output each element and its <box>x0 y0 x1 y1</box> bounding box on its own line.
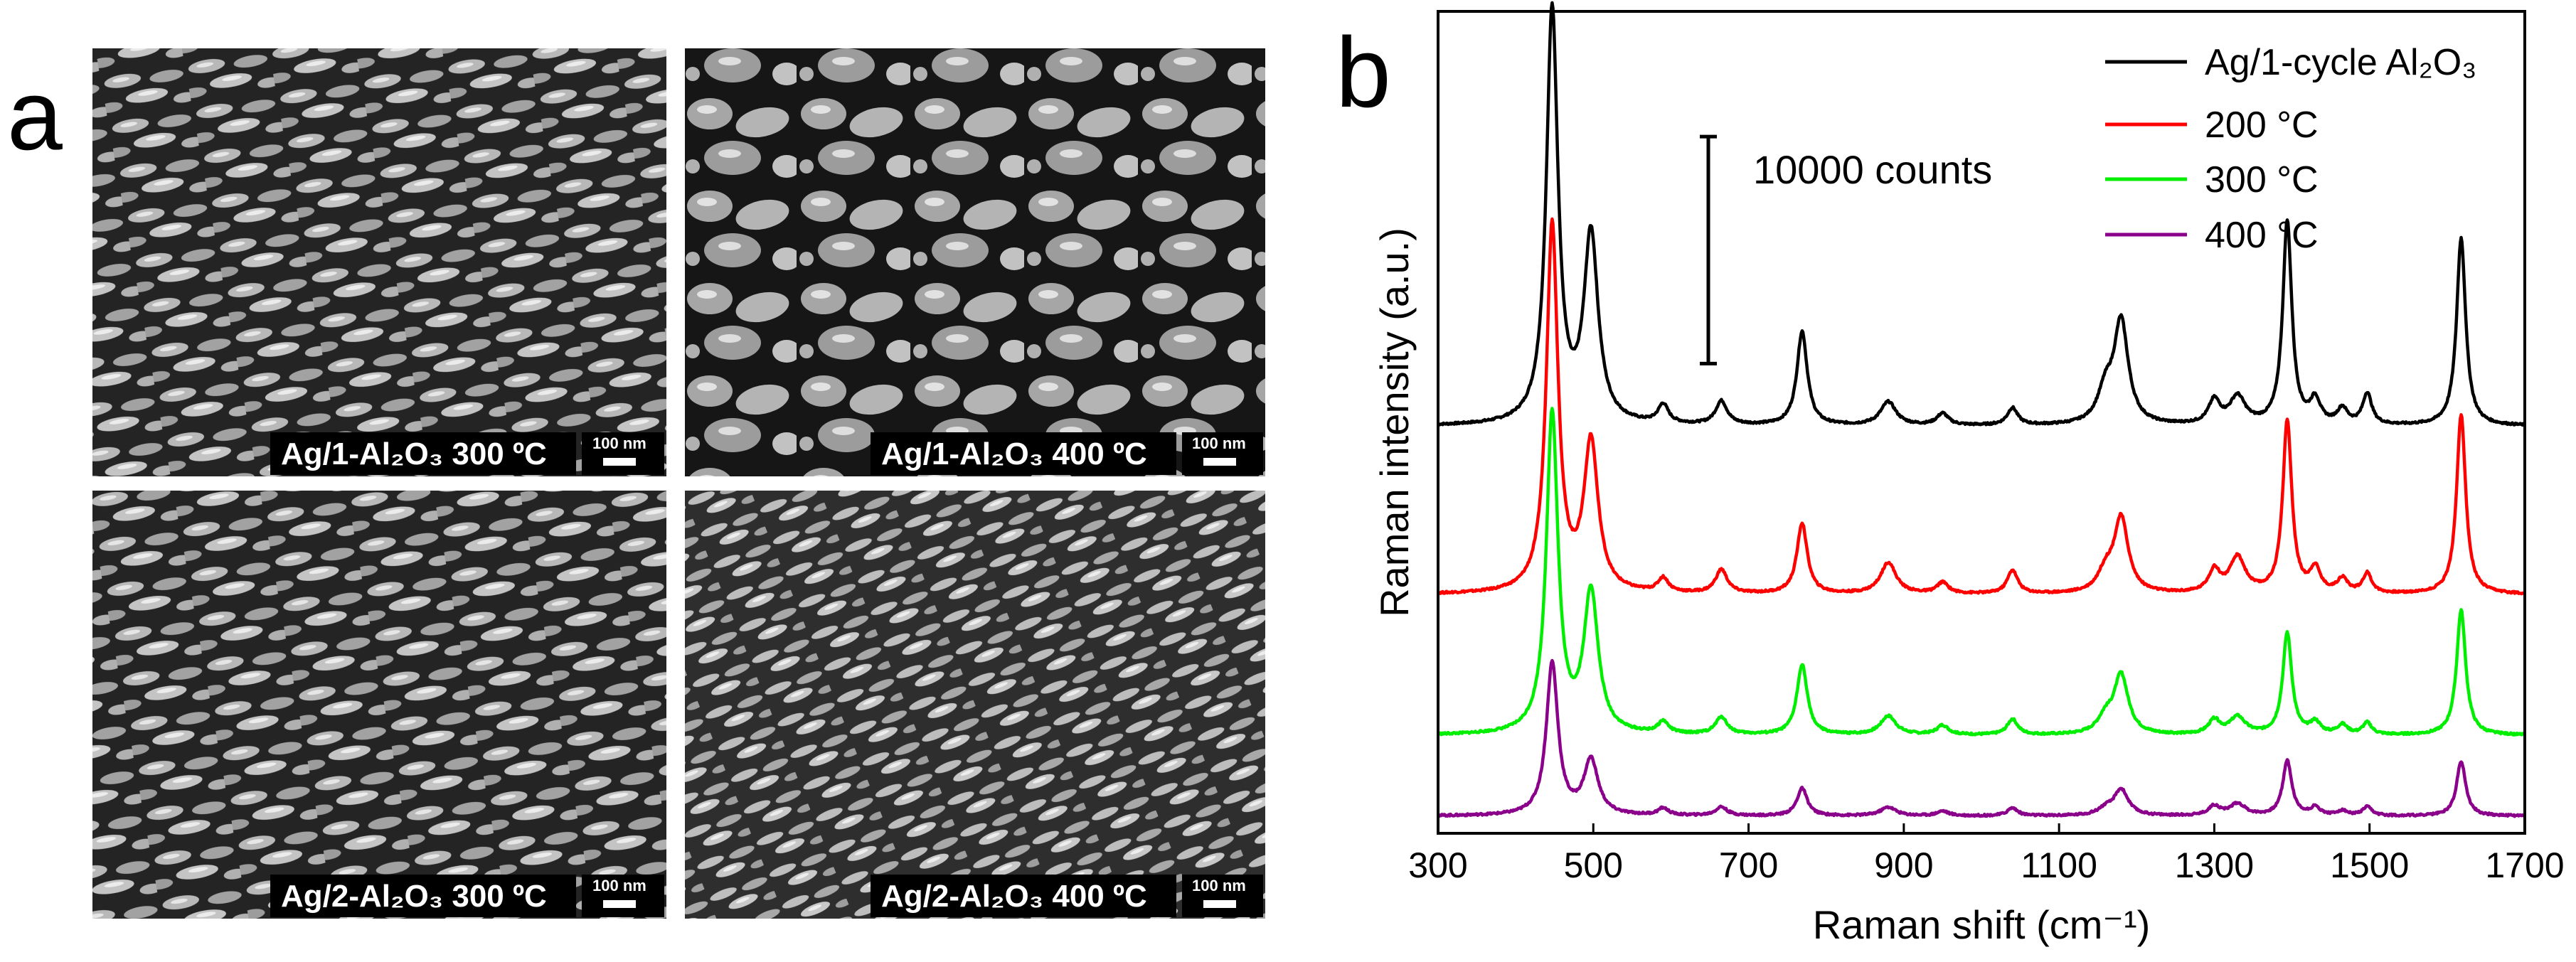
x-tick-label: 500 <box>1564 845 1623 885</box>
series-line-2 <box>1437 217 2526 596</box>
sem-scale-box-2 <box>1182 432 1263 475</box>
sem-caption-box-1 <box>270 432 576 475</box>
scale-bar-label: 10000 counts <box>1753 147 1992 192</box>
plot-frame <box>1437 10 2526 835</box>
legend-label-2: 200 °C <box>2205 105 2319 146</box>
x-tick-label: 300 <box>1408 845 1467 885</box>
sem-caption-2: Ag/1-Al₂O₃ 400 ºC <box>881 437 1147 471</box>
x-tick-label: 1300 <box>2175 845 2254 885</box>
sem-image-4: Ag/2-Al₂O₃ 400 ºC 100 nm <box>685 491 1265 919</box>
x-tick-label: 900 <box>1874 845 1933 885</box>
sem-scale-label-4: 100 nm <box>1192 877 1246 894</box>
sem-caption-box-3 <box>270 875 576 917</box>
sem-scale-bar-2 <box>1203 458 1236 466</box>
sem-scale-label-2: 100 nm <box>1192 434 1246 452</box>
x-axis-title: Raman shift (cm⁻¹) <box>1813 902 2151 947</box>
raman-chart: 300 500 700 900 1100 1300 1500 1700 10000 count… <box>1372 1 2565 947</box>
y-axis-title: Raman intensity (a.u.) <box>1372 228 1417 617</box>
sem-scale-box-4 <box>1182 875 1263 917</box>
sem-image-1-texture <box>92 48 666 476</box>
series-layer <box>1437 1 2526 818</box>
panel-b-letter: b <box>1336 16 1391 128</box>
sem-scale-bar-4 <box>1203 900 1236 908</box>
x-tick-label: 1700 <box>2485 845 2564 885</box>
sem-image-2: Ag/1-Al₂O₃ 400 ºC 100 nm <box>685 48 1265 476</box>
sem-scale-label-1: 100 nm <box>592 434 646 452</box>
sem-caption-1: Ag/1-Al₂O₃ 300 ºC <box>281 437 547 471</box>
x-tick-label: 1500 <box>2330 845 2409 885</box>
panel-a-letter: a <box>7 59 63 171</box>
legend-label-3: 300 °C <box>2205 159 2319 201</box>
sem-caption-4: Ag/2-Al₂O₃ 400 ºC <box>881 879 1147 914</box>
series-line-1 <box>1437 1 2526 427</box>
legend-label-1: Ag/1-cycle Al₂O₃ <box>2205 42 2476 83</box>
sem-image-4-texture <box>685 491 1265 919</box>
scale-bar: 10000 counts <box>1700 134 1992 365</box>
x-tick-label: 1100 <box>2021 845 2097 885</box>
legend-label-4: 400 °C <box>2205 215 2319 256</box>
sem-scale-bar-1 <box>603 458 636 466</box>
series-line-3 <box>1437 407 2526 737</box>
sem-caption-box-2 <box>871 432 1176 475</box>
sem-caption-3: Ag/2-Al₂O₃ 300 ºC <box>281 879 547 914</box>
sem-scale-bar-3 <box>603 900 636 908</box>
sem-image-2-texture <box>685 48 1265 476</box>
sem-scale-label-3: 100 nm <box>592 877 646 894</box>
x-axis-ticks: 300 500 700 900 1100 1300 1500 1700 <box>1408 823 2565 885</box>
legend: Ag/1-cycle Al₂O₃ 200 °C 300 °C 400 °C <box>2105 42 2476 256</box>
sem-scale-box-1 <box>582 432 664 475</box>
sem-image-3-texture <box>92 491 666 919</box>
sem-image-1: Ag/1-Al₂O₃ 300 ºC 100 nm <box>92 48 666 476</box>
sem-image-3: Ag/2-Al₂O₃ 300 ºC 100 nm <box>92 491 666 919</box>
sem-caption-box-4 <box>871 875 1176 917</box>
series-line-4 <box>1437 658 2526 818</box>
sem-scale-box-3 <box>582 875 664 917</box>
x-tick-label: 700 <box>1719 845 1778 885</box>
